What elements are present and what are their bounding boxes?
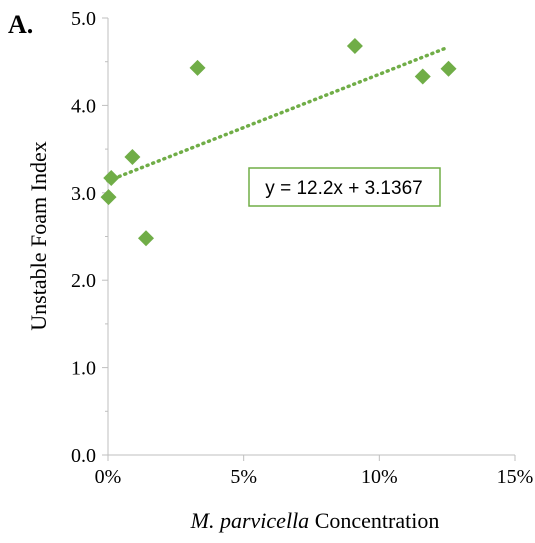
trendline-equation-box: y = 12.2x + 3.1367 — [248, 167, 441, 207]
data-point-marker — [440, 60, 457, 77]
axes: 0.0 1.0 2.0 3.0 4.0 5.0 0% 5% 10% 15% — [71, 8, 533, 488]
data-point-marker — [137, 230, 154, 247]
x-axis-title-italic: M. parvicella — [190, 508, 310, 533]
data-point-marker — [346, 37, 363, 54]
y-tick-label: 1.0 — [71, 358, 96, 380]
y-tick-label: 4.0 — [71, 95, 96, 117]
data-point-marker — [103, 169, 120, 186]
x-axis-title: M. parvicella Concentration — [190, 508, 440, 533]
trendline-equation: y = 12.2x + 3.1367 — [265, 178, 422, 199]
x-tick-label: 5% — [230, 466, 257, 488]
y-tick-label: 3.0 — [71, 183, 96, 205]
y-axis-title: Unstable Foam Index — [26, 141, 51, 330]
data-point-marker — [414, 68, 431, 85]
x-tick-label: 10% — [361, 466, 398, 488]
x-tick-label: 0% — [95, 466, 122, 488]
y-tick-label: 5.0 — [71, 8, 96, 30]
equation-box-border — [248, 167, 441, 207]
data-point-marker — [124, 148, 141, 165]
y-tick-label: 2.0 — [71, 270, 96, 292]
data-points — [100, 37, 457, 247]
data-point-marker — [189, 59, 206, 76]
x-axis-title-rest: Concentration — [309, 508, 439, 533]
y-tick-label: 0.0 — [71, 445, 96, 467]
panel-label: A. — [8, 10, 33, 39]
trendline-line — [106, 45, 451, 183]
trendline — [106, 45, 451, 183]
data-point-marker — [100, 189, 117, 206]
x-tick-label: 15% — [497, 466, 534, 488]
